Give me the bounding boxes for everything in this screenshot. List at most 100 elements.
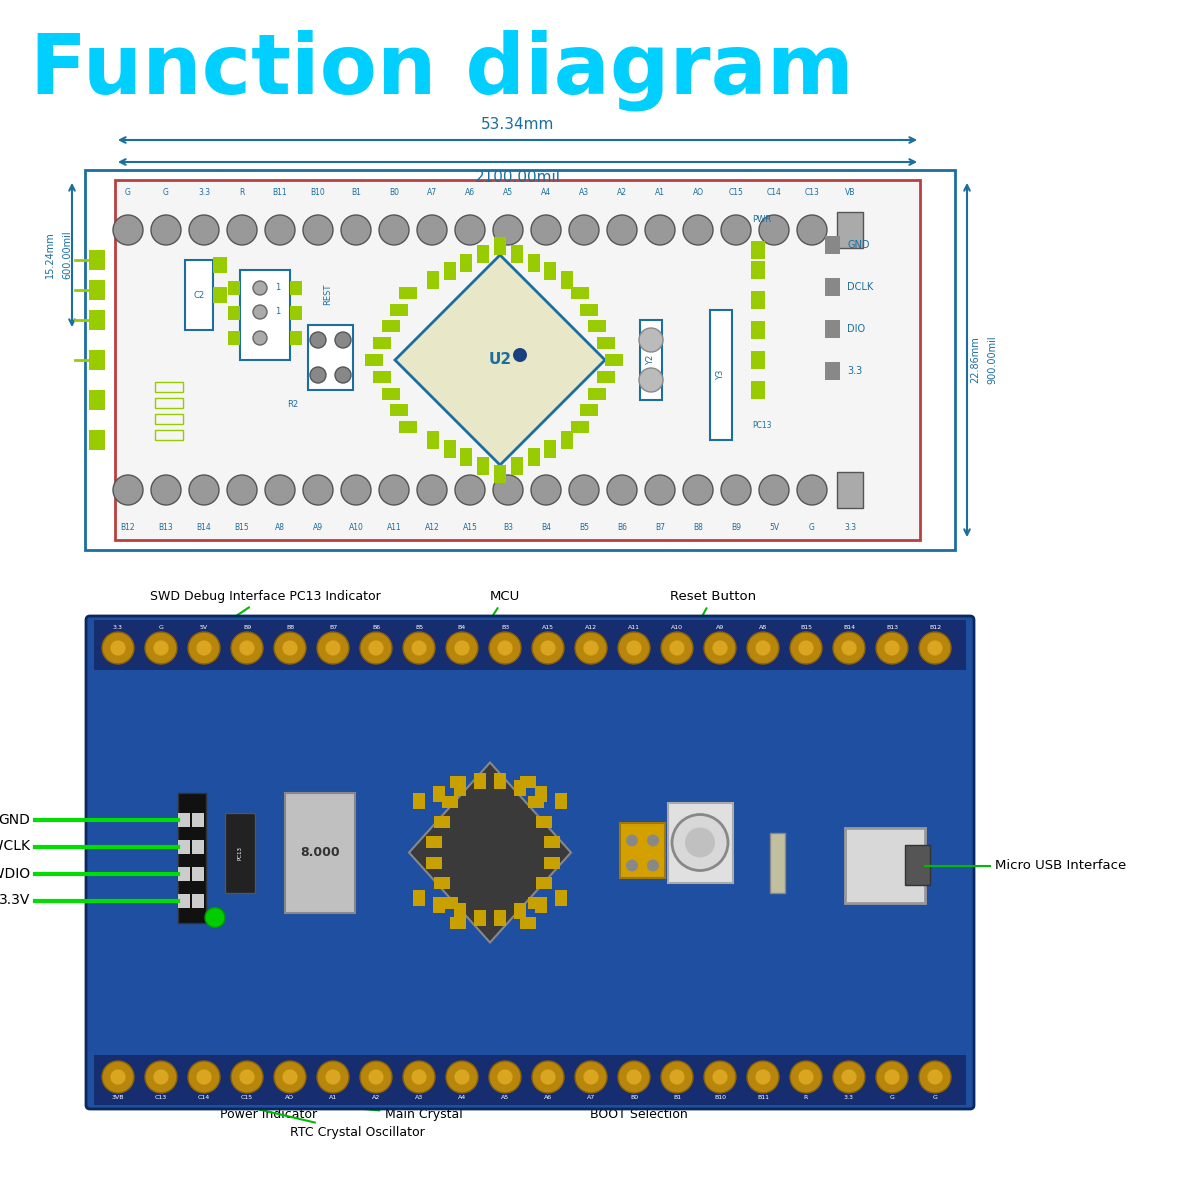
- Circle shape: [626, 640, 642, 656]
- Bar: [433, 786, 445, 803]
- Circle shape: [640, 368, 662, 392]
- Circle shape: [154, 640, 169, 656]
- Circle shape: [113, 475, 143, 505]
- Bar: [838, 212, 863, 248]
- Text: B4: B4: [458, 625, 466, 630]
- Bar: [450, 775, 466, 787]
- Text: A15: A15: [462, 523, 478, 532]
- Bar: [115, 180, 920, 540]
- Bar: [185, 260, 214, 330]
- Bar: [521, 917, 536, 929]
- Text: A10: A10: [348, 523, 364, 532]
- Text: C14: C14: [767, 188, 781, 197]
- Bar: [178, 840, 190, 853]
- Bar: [668, 803, 733, 882]
- Text: SWDIO: SWDIO: [0, 866, 30, 881]
- Circle shape: [113, 215, 143, 245]
- Circle shape: [646, 215, 674, 245]
- Bar: [528, 253, 540, 271]
- Bar: [454, 780, 466, 796]
- Text: PWR: PWR: [752, 216, 772, 224]
- Circle shape: [455, 215, 485, 245]
- Bar: [382, 388, 400, 400]
- Circle shape: [102, 1061, 134, 1093]
- Bar: [536, 877, 552, 889]
- Bar: [588, 388, 606, 400]
- Text: GND: GND: [847, 240, 870, 250]
- Bar: [434, 816, 450, 828]
- Circle shape: [497, 1069, 514, 1085]
- Circle shape: [647, 859, 659, 871]
- Text: C13: C13: [804, 188, 820, 197]
- Bar: [826, 278, 840, 296]
- Circle shape: [626, 859, 638, 871]
- Bar: [545, 263, 557, 281]
- Bar: [442, 796, 457, 808]
- Bar: [571, 287, 589, 299]
- Text: B10: B10: [311, 188, 325, 197]
- Circle shape: [102, 632, 134, 664]
- Circle shape: [145, 1061, 178, 1093]
- Text: 5V: 5V: [769, 523, 779, 532]
- Circle shape: [721, 215, 751, 245]
- Text: A7: A7: [427, 188, 437, 197]
- Bar: [450, 917, 466, 929]
- Circle shape: [230, 1061, 263, 1093]
- Text: RTC Crystal Oscillator: RTC Crystal Oscillator: [242, 1105, 425, 1139]
- Text: C2: C2: [193, 290, 204, 300]
- Text: DCLK: DCLK: [847, 282, 874, 292]
- Text: Y3: Y3: [716, 370, 726, 380]
- Bar: [545, 439, 557, 457]
- Text: 3.3: 3.3: [844, 1094, 854, 1100]
- Text: 3.3: 3.3: [113, 625, 124, 630]
- Text: B11: B11: [272, 188, 287, 197]
- Circle shape: [493, 215, 523, 245]
- Circle shape: [833, 1061, 865, 1093]
- Circle shape: [530, 215, 562, 245]
- Circle shape: [110, 1069, 126, 1085]
- Text: AO: AO: [286, 1094, 294, 1100]
- Bar: [89, 350, 106, 370]
- Text: A7: A7: [587, 1094, 595, 1100]
- Text: B1: B1: [673, 1094, 682, 1100]
- Circle shape: [607, 215, 637, 245]
- Bar: [535, 896, 547, 913]
- Bar: [528, 796, 545, 808]
- Circle shape: [704, 632, 736, 664]
- Bar: [474, 773, 486, 788]
- Polygon shape: [395, 254, 605, 464]
- Circle shape: [188, 632, 220, 664]
- Text: A5: A5: [500, 1094, 509, 1100]
- Circle shape: [230, 632, 263, 664]
- Text: B3: B3: [500, 625, 509, 630]
- Text: BOOT Selection: BOOT Selection: [590, 1105, 688, 1121]
- Bar: [461, 253, 473, 271]
- Circle shape: [265, 215, 295, 245]
- Circle shape: [514, 348, 527, 362]
- Bar: [444, 263, 456, 281]
- Bar: [640, 320, 662, 400]
- Circle shape: [190, 215, 220, 245]
- Circle shape: [760, 215, 790, 245]
- Bar: [89, 250, 106, 270]
- Bar: [710, 310, 732, 440]
- Circle shape: [575, 632, 607, 664]
- Text: A4: A4: [458, 1094, 466, 1100]
- Text: A11: A11: [386, 523, 401, 532]
- Text: 22.86mm: 22.86mm: [970, 337, 980, 383]
- Text: VB: VB: [845, 188, 856, 197]
- Circle shape: [755, 1069, 772, 1085]
- Bar: [535, 786, 547, 803]
- Text: B14: B14: [842, 625, 856, 630]
- Circle shape: [490, 1061, 521, 1093]
- Bar: [580, 304, 598, 316]
- Text: 3.3: 3.3: [844, 523, 856, 532]
- Circle shape: [884, 1069, 900, 1085]
- Text: G: G: [809, 523, 815, 532]
- Bar: [155, 414, 182, 424]
- Bar: [85, 170, 955, 550]
- Circle shape: [446, 632, 478, 664]
- Text: B1: B1: [352, 188, 361, 197]
- Circle shape: [683, 215, 713, 245]
- Bar: [562, 431, 574, 449]
